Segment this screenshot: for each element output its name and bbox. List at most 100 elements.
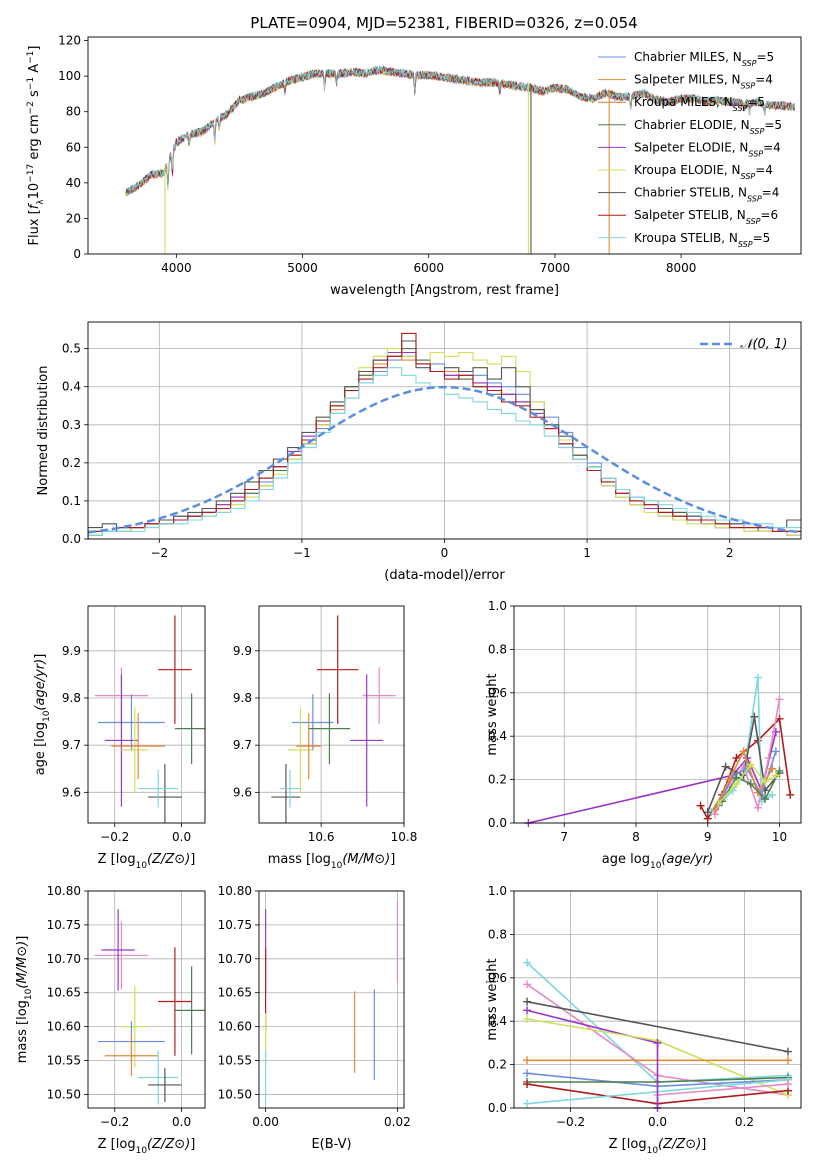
x-tick-label: 7 [560, 830, 568, 844]
y-tick-label: 10.70 [47, 952, 81, 966]
y-tick-label: 9.9 [233, 644, 252, 658]
legend: Chabrier MILES, NSSP=5 Salpeter MILES, NS… [598, 50, 782, 248]
y-axis-label: Normed distribution [36, 366, 51, 496]
legend-entry: Salpeter ELODIE, NSSP=4 [634, 140, 781, 158]
y-axis-label: Flux [fλ10−17 erg cm−2 s−1 A−1] [26, 46, 46, 246]
weight-marker [775, 766, 784, 775]
x-tick-label: −0.2 [100, 1115, 129, 1129]
errorbar-point [121, 707, 149, 793]
weight-marker [710, 805, 719, 814]
x-tick-label: 0.0 [172, 830, 191, 844]
weight-marker [771, 771, 780, 780]
y-axis-label: mass weight [485, 673, 500, 755]
weight-marker [523, 1006, 532, 1015]
y-tick-label: 10.50 [47, 1087, 81, 1101]
y-tick-label: 9.6 [62, 785, 81, 799]
x-axis-label: Z [log10(Z/Z⊙)] [609, 1137, 707, 1156]
errorbar-point [158, 947, 192, 1056]
weight-marker [732, 779, 741, 788]
axes-frame [258, 890, 405, 1109]
x-tick-label: 9 [704, 830, 712, 844]
errorbar-point [362, 667, 396, 724]
x-tick-label: 5000 [287, 261, 318, 275]
y-tick-label: 10.60 [47, 1020, 81, 1034]
y-tick-label: 9.7 [62, 738, 81, 752]
spectrum-line [125, 65, 795, 194]
y-tick-label: 0.4 [488, 729, 507, 743]
legend-entry: Chabrier STELIB, NSSP=4 [634, 186, 779, 204]
y-tick-label: 0.2 [62, 456, 81, 470]
weight-marker [746, 779, 755, 788]
y-tick-label: 0.3 [62, 418, 81, 432]
weight-marker [523, 1069, 532, 1078]
y-tick-label: 100 [58, 69, 81, 83]
x-tick-label: 0.0 [648, 1115, 667, 1129]
y-axis-label: mass weight [485, 958, 500, 1040]
y-tick-label: 0.8 [488, 642, 507, 656]
x-tick-label: −0.2 [100, 830, 129, 844]
y-tick-label: 10.70 [218, 952, 252, 966]
errorbar-point [101, 909, 135, 991]
legend-entry: Salpeter STELIB, NSSP=6 [634, 208, 778, 226]
weight-marker [753, 803, 762, 812]
y-tick-label: 120 [58, 34, 81, 48]
y-tick-label: 60 [66, 140, 81, 154]
y-tick-label: 0.6 [488, 686, 507, 700]
errorbar-point [98, 694, 165, 751]
x-tick-label: −1 [293, 546, 311, 560]
weight-marker [653, 1038, 662, 1047]
y-tick-label: 9.6 [233, 785, 252, 799]
legend-entry: Kroupa MILES, NSSP=5 [634, 95, 765, 113]
y-tick-label: 10.60 [218, 1020, 252, 1034]
axes-frame [87, 36, 802, 255]
y-tick-label: 10.65 [218, 986, 252, 1000]
axes-frame [513, 890, 802, 1109]
x-tick-label: 0.0 [172, 1115, 191, 1129]
axes-frame [87, 605, 206, 824]
y-tick-label: 0.4 [62, 380, 81, 394]
x-tick-label: 2 [726, 546, 734, 560]
weight-marker [523, 958, 532, 967]
errorbar-point [104, 674, 139, 807]
errorbar-point [104, 1035, 159, 1077]
y-tick-label: 10.55 [47, 1054, 81, 1068]
weight-marker [761, 777, 770, 786]
y-tick-label: 10.80 [218, 884, 252, 898]
weight-marker [714, 799, 723, 808]
legend-entry: Salpeter MILES, NSSP=4 [634, 73, 773, 91]
weight-marker [750, 712, 759, 721]
histogram-series [88, 332, 801, 539]
x-tick-label: 0.02 [384, 1115, 411, 1129]
weight-marker [739, 747, 748, 756]
weight-line [706, 716, 781, 813]
x-tick-label: 0.00 [252, 1115, 279, 1129]
legend-entry: Kroupa STELIB, NSSP=5 [634, 231, 770, 249]
x-tick-label: 10.6 [308, 830, 335, 844]
y-tick-label: 1.0 [488, 884, 507, 898]
x-tick-label: 8000 [666, 261, 697, 275]
legend-entry: Chabrier ELODIE, NSSP=5 [634, 118, 782, 136]
weight-marker [786, 790, 795, 799]
y-tick-label: 0.5 [62, 342, 81, 356]
spectrum-line [125, 67, 795, 197]
weight-marker [523, 980, 532, 989]
axes-frame [87, 321, 802, 540]
x-tick-label: 10 [772, 830, 787, 844]
ebv-mass-panel: 0.00 0.02 10.50 10.55 10.60 10.65 10.70 10.75 10… [218, 884, 411, 1152]
errorbar-point [138, 1050, 179, 1105]
y-tick-label: 0.4 [488, 1014, 507, 1028]
x-tick-label: −0.2 [556, 1115, 585, 1129]
weight-marker [523, 1099, 532, 1108]
weight-line [657, 1083, 789, 1096]
y-tick-label: 0.8 [488, 927, 507, 941]
weight-marker [783, 1047, 792, 1056]
x-axis-label: age log10(age/yr) [602, 852, 713, 871]
mass-age-panel: 10.6 10.8 9.6 9.7 9.8 9.9 mass [log10(M/M⊙)] [233, 605, 417, 871]
y-tick-label: 9.9 [62, 644, 81, 658]
errorbar-point [296, 713, 322, 780]
legend-entry: Chabrier MILES, NSSP=5 [634, 50, 774, 68]
errorbar-point [148, 1067, 182, 1102]
y-tick-label: 10.75 [47, 918, 81, 932]
axes-frame [87, 890, 206, 1109]
